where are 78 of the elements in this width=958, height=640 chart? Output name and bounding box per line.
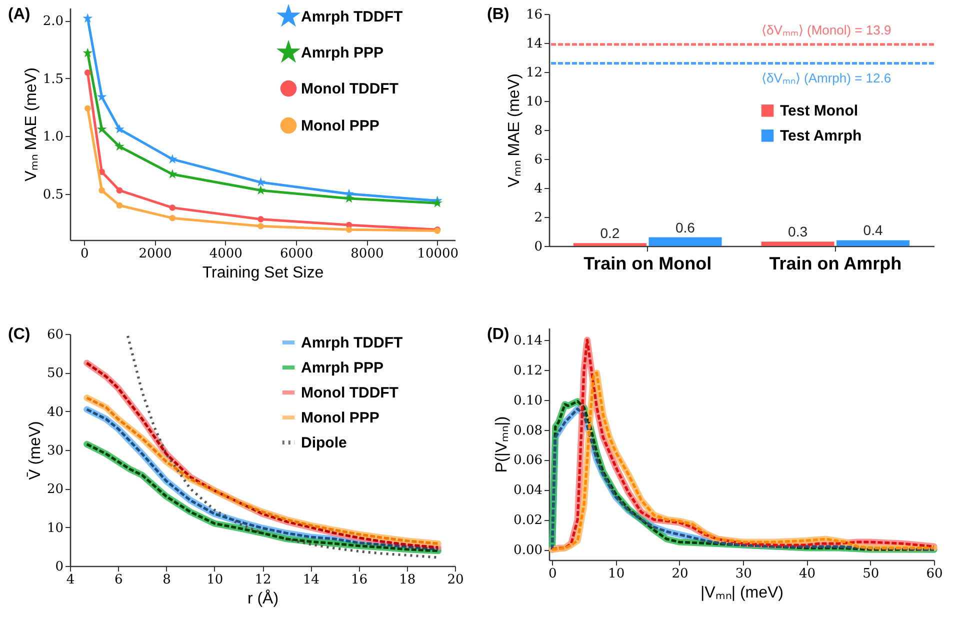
y-axis-title: Vₘₙ MAE (meV): [506, 74, 523, 188]
legend-label: Monol PPP: [301, 410, 380, 426]
x-tick-label: 0: [80, 246, 89, 262]
x-tick-label: 14: [302, 572, 320, 588]
data-label: 0.2: [600, 225, 620, 242]
y-axis-title: Vₘₙ MAE (meV): [22, 68, 40, 182]
x-tick-label: 50: [862, 566, 880, 582]
y-tick-label: 12: [526, 66, 542, 80]
legend-label: Test Monol: [780, 102, 858, 120]
data-label: 0.6: [676, 219, 696, 236]
y-tick-label: 30: [46, 444, 64, 458]
x-axis-title: Training Set Size: [202, 264, 324, 282]
y-tick-label: 0.12: [514, 363, 542, 378]
y-tick-label: 6: [534, 152, 542, 168]
y-tick-label: 0.10: [514, 393, 542, 408]
x-tick-label: 2000: [138, 246, 172, 262]
legend-label: Dipole: [301, 434, 347, 452]
x-tick-label: 30: [735, 566, 752, 582]
x-tick-label: 16: [350, 572, 368, 588]
y-tick-label: 0.06: [514, 453, 542, 468]
x-tick-label: 10000: [417, 246, 459, 262]
x-tick-label: 4: [66, 572, 75, 588]
y-tick-label: 0.02: [514, 513, 542, 528]
y-axis-title: P(|Vₘₙ|): [494, 416, 511, 473]
data-label: 0.3: [788, 224, 808, 240]
y-tick-label: 0.00: [514, 543, 542, 558]
y-tick-label: 4: [534, 182, 542, 196]
y-tick-label: 16: [526, 8, 542, 22]
x-tick-label: 10: [206, 572, 224, 588]
chart-title: (C): [8, 326, 30, 343]
x-axis-title: |Vₘₙ| (meV): [700, 584, 784, 602]
y-axis-title: V̄ (meV): [26, 421, 44, 480]
legend-label: Amrph PPP: [301, 44, 384, 62]
x-axis-title: r (Å): [247, 590, 279, 608]
y-tick-label: 40: [46, 404, 64, 420]
legend-label: Amrph TDDFT: [301, 334, 403, 352]
legend-label: Monol TDDFT: [301, 80, 398, 98]
x-tick-label: 18: [399, 572, 416, 588]
x-tick-label: Train on Amrph: [769, 254, 902, 274]
chart-title: (D): [487, 326, 510, 343]
chart-title: (A): [8, 6, 30, 23]
legend-label: Monol PPP: [301, 118, 380, 134]
x-tick-label: 8: [162, 572, 171, 588]
x-tick-label: 20: [672, 566, 688, 582]
legend-label: Monol TDDFT: [301, 384, 398, 402]
x-tick-label: 12: [254, 572, 272, 588]
y-tick-label: 0.08: [514, 423, 542, 438]
y-tick-label: 0.14: [514, 333, 542, 348]
x-tick-label: 20: [447, 572, 464, 588]
legend-label: Amrph PPP: [301, 360, 384, 376]
y-tick-label: 0.5: [42, 187, 64, 202]
y-tick-label: 50: [46, 366, 64, 382]
x-tick-label: 60: [926, 566, 943, 582]
x-tick-label: Train on Monol: [584, 254, 712, 274]
x-tick-label: 40: [798, 566, 816, 582]
y-tick-label: 60: [46, 328, 64, 342]
data-label: 0.4: [863, 222, 883, 238]
y-tick-label: 0.04: [514, 483, 542, 498]
ref-line-label: ⟨δVₘₙ⟩ (Amrph) = 12.6: [762, 70, 892, 86]
y-tick-label: 2: [534, 210, 542, 226]
y-tick-label: 14: [526, 36, 542, 52]
y-tick-label: 2.0: [42, 14, 64, 30]
legend-label: Test Amrph: [780, 128, 862, 145]
x-tick-label: 4000: [209, 246, 242, 262]
chart-title: (B): [487, 6, 510, 23]
y-tick-label: 8: [534, 124, 542, 138]
legend-label: Amrph TDDFT: [301, 8, 403, 26]
x-tick-label: 6000: [280, 246, 314, 262]
x-tick-label: 6: [114, 572, 123, 588]
ref-line-label: ⟨δVₘₘ⟩ (Monol) = 13.9: [762, 22, 892, 38]
y-tick-label: 10: [526, 94, 542, 110]
x-tick-label: 8000: [350, 246, 384, 262]
y-tick-label: 1.0: [42, 130, 64, 145]
y-tick-label: 1.5: [42, 72, 64, 87]
y-tick-label: 20: [46, 482, 64, 498]
x-tick-label: 0: [548, 566, 557, 582]
y-tick-label: 10: [46, 520, 64, 536]
x-tick-label: 10: [608, 566, 625, 582]
